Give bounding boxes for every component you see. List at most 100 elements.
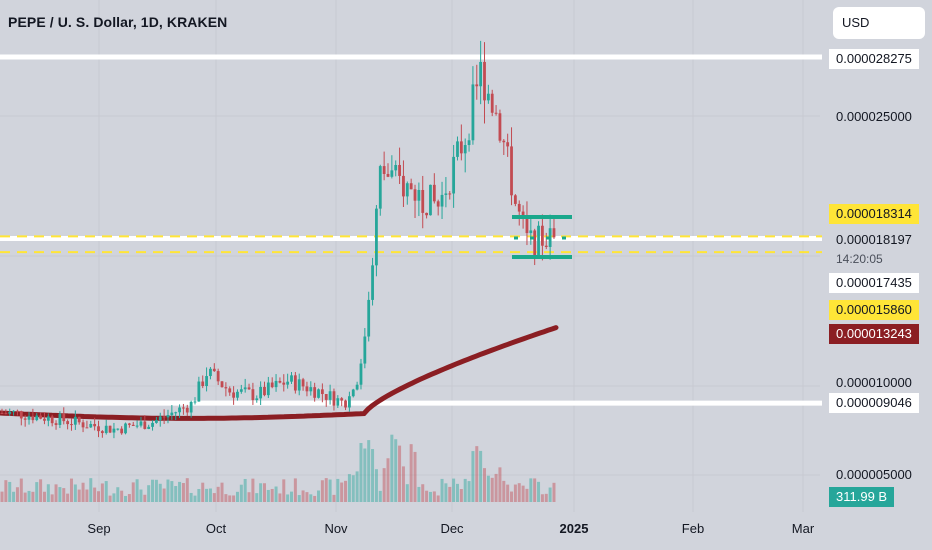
candle-body-90 <box>348 396 351 408</box>
candle-body-52 <box>201 381 205 387</box>
candle-body-106 <box>409 183 413 190</box>
candle-body-95 <box>367 299 371 337</box>
volume-bar-80 <box>309 494 313 502</box>
volume-bar-52 <box>201 482 205 502</box>
candle-body-128 <box>494 112 498 114</box>
volume-bar-99 <box>382 468 386 502</box>
candle-body-114 <box>440 194 444 207</box>
volume-bar-111 <box>428 491 432 502</box>
candle-body-76 <box>293 375 297 391</box>
volume-bar-33 <box>127 494 131 502</box>
candle-body-69 <box>266 382 270 396</box>
candle-body-123 <box>475 84 479 87</box>
candle-body-84 <box>324 394 328 400</box>
currency-selector[interactable]: USD <box>833 7 925 39</box>
candle-body-94 <box>363 336 367 364</box>
candle-body-5 <box>19 411 23 419</box>
volume-bar-98 <box>378 490 382 502</box>
volume-bar-128 <box>494 473 498 502</box>
candle-body-55 <box>212 368 216 372</box>
candle-body-108 <box>417 189 421 201</box>
candle-body-12 <box>46 416 50 421</box>
candle-body-1 <box>4 413 8 415</box>
candle-body-141 <box>544 245 548 247</box>
volume-bar-65 <box>251 478 255 502</box>
volume-bar-21 <box>81 482 85 502</box>
candle-body-140 <box>541 225 544 246</box>
volume-bar-42 <box>162 488 166 502</box>
candle-body-111 <box>429 184 432 216</box>
time-tick-nov: Nov <box>324 521 348 536</box>
volume-bar-70 <box>270 488 274 502</box>
candle-body-50 <box>193 401 197 403</box>
candle-body-14 <box>54 423 58 425</box>
volume-bar-67 <box>259 483 263 502</box>
candle-body-11 <box>43 418 46 421</box>
candle-body-122 <box>471 84 475 141</box>
candle-body-38 <box>147 426 151 429</box>
candle-body-25 <box>97 426 100 432</box>
volume-bar-96 <box>371 449 375 502</box>
volume-bar-14 <box>54 484 58 502</box>
volume-bar-6 <box>23 492 27 502</box>
candle-body-121 <box>467 140 471 146</box>
volume-bar-120 <box>463 478 467 502</box>
volume-bar-139 <box>537 481 541 502</box>
candle-body-96 <box>371 265 374 300</box>
volume-bar-5 <box>19 478 23 502</box>
volume-bar-23 <box>89 478 93 502</box>
volume-bar-121 <box>467 481 471 502</box>
volume-bar-36 <box>139 489 143 502</box>
candle-body-49 <box>189 401 193 413</box>
volume-bar-91 <box>351 475 355 502</box>
volume-bar-49 <box>189 492 193 502</box>
volume-bar-22 <box>85 489 89 502</box>
volume-bar-24 <box>93 487 97 502</box>
candle-body-17 <box>66 421 70 425</box>
volume-bar-116 <box>448 486 452 502</box>
candle-body-70 <box>270 382 274 388</box>
candle-body-16 <box>62 413 66 422</box>
volume-bar-122 <box>471 451 475 502</box>
volume-bar-62 <box>239 484 243 502</box>
candle-body-19 <box>73 416 77 425</box>
candle-body-21 <box>81 422 85 428</box>
candle-body-18 <box>70 424 73 426</box>
volume-bar-25 <box>97 491 100 502</box>
candle-body-115 <box>444 193 448 195</box>
candle-body-117 <box>452 156 456 194</box>
candle-body-118 <box>456 141 459 157</box>
candle-body-73 <box>282 382 286 385</box>
volume-bar-115 <box>444 483 448 502</box>
candle-body-2 <box>8 411 12 414</box>
candle-body-116 <box>448 193 452 195</box>
candle-body-26 <box>100 431 104 434</box>
volume-bar-140 <box>540 494 544 502</box>
candle-body-61 <box>236 391 239 398</box>
volume-bar-54 <box>208 488 212 502</box>
volume-bar-60 <box>232 495 236 502</box>
candle-body-7 <box>27 416 31 420</box>
volume-bar-133 <box>513 484 517 502</box>
candle-body-79 <box>305 386 309 392</box>
volume-bar-45 <box>174 486 178 502</box>
volume-bar-43 <box>166 479 170 502</box>
volume-bar-48 <box>185 478 189 502</box>
price-tick-25: 0.000025000 <box>836 109 912 124</box>
candle-body-43 <box>166 415 170 418</box>
volume-bar-53 <box>205 488 209 502</box>
candle-body-78 <box>301 379 305 387</box>
candle-body-105 <box>405 183 409 197</box>
candle-body-10 <box>39 415 42 419</box>
volume-bar-32 <box>124 495 128 502</box>
volume-bar-102 <box>394 439 398 502</box>
candle-body-35 <box>135 425 139 427</box>
volume-bar-132 <box>510 491 514 502</box>
candle-body-109 <box>421 189 425 213</box>
candle-body-0 <box>0 413 4 414</box>
volume-bar-89 <box>344 480 348 502</box>
candle-body-6 <box>23 418 27 420</box>
candle-body-51 <box>197 381 201 402</box>
candle-body-126 <box>486 93 490 101</box>
